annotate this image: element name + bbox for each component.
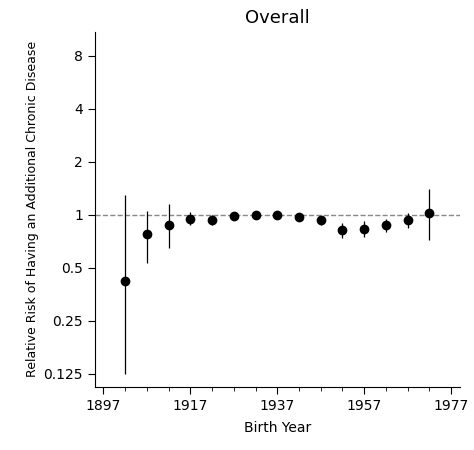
Title: Overall: Overall bbox=[245, 9, 310, 27]
X-axis label: Birth Year: Birth Year bbox=[244, 421, 311, 435]
Y-axis label: Relative Risk of Having an Additional Chronic Disease: Relative Risk of Having an Additional Ch… bbox=[27, 41, 39, 377]
